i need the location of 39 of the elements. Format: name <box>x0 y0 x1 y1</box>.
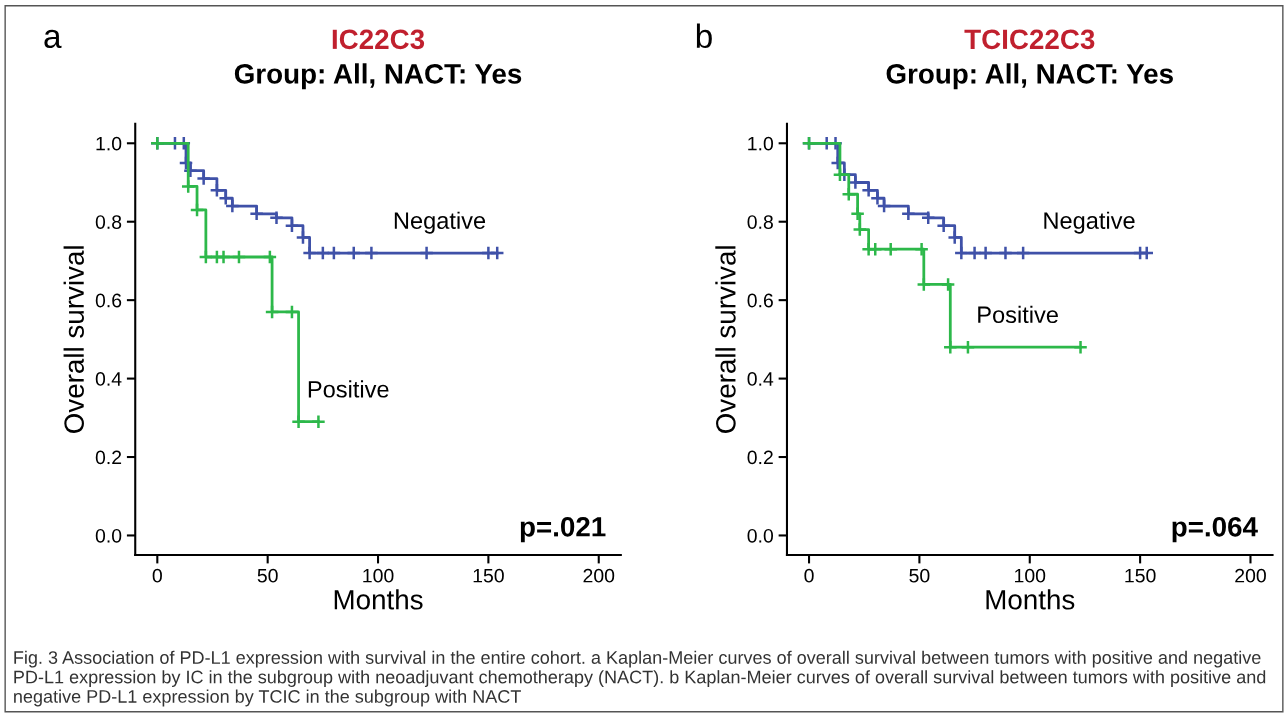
y-tick-label: 0.8 <box>95 215 122 229</box>
x-axis-title: Months <box>986 589 1075 610</box>
y-tick-label: 0.4 <box>747 372 774 386</box>
y-tick-label: 1.0 <box>96 136 122 151</box>
x-tick-label: 50 <box>909 568 930 583</box>
series-label: Positive <box>978 305 1058 324</box>
x-tick-label: 0 <box>152 568 162 583</box>
y-tick-label: 0.8 <box>747 215 773 229</box>
y-tick-label: 0.0 <box>95 528 122 543</box>
y-axis-title: Overall survival <box>63 246 84 433</box>
y-tick-label: 0.6 <box>747 293 773 308</box>
y-axis-title: Overall survival <box>715 246 736 433</box>
x-tick-label: 150 <box>473 568 504 583</box>
x-tick-label: 50 <box>257 568 278 583</box>
annotation: p=.021 <box>520 516 606 543</box>
y-tick-label: 0.2 <box>95 450 122 465</box>
y-tick-label: 0.4 <box>95 372 122 386</box>
y-tick-label: 0.2 <box>747 450 773 465</box>
chart-subtitle: Group: All, NACT: Yes <box>886 63 1173 90</box>
x-tick-label: 100 <box>363 568 394 583</box>
y-tick-label: 0.0 <box>747 528 774 543</box>
text: b <box>696 23 712 49</box>
chart-title: IC22C3 <box>332 29 425 50</box>
x-axis-title: Months <box>334 589 423 610</box>
series-label: Negative <box>1044 211 1135 234</box>
y-tick-label: 1.0 <box>748 136 774 151</box>
x-tick-label: 100 <box>1015 568 1046 583</box>
annotation: p=.064 <box>1172 516 1258 543</box>
chart-subtitle: Group: All, NACT: Yes <box>234 63 522 90</box>
series-label: Positive <box>308 380 389 398</box>
text: a <box>44 29 62 49</box>
x-tick-label: 0 <box>804 568 814 583</box>
caption: Fig. 3 Association of PD-L1 expression with survival in the entire cohort. a Kaplan-Meier curves of overall survival between tumors with positive and negative PD-L1 expression by IC in the subgroup with neoadjuvant chemotherapy (NACT). b Kaplan-Meier curves of overall survival between tumors with positive and negative PD-L1 expression by TCIC in the subgroup with NACT <box>14 650 1266 707</box>
y-tick-label: 0.6 <box>95 293 122 308</box>
series-label: Negative <box>394 211 486 234</box>
x-tick-label: 200 <box>583 568 615 583</box>
chart-title: TCIC22C3 <box>964 29 1095 50</box>
x-tick-label: 200 <box>1235 568 1266 583</box>
x-tick-label: 150 <box>1125 568 1156 583</box>
